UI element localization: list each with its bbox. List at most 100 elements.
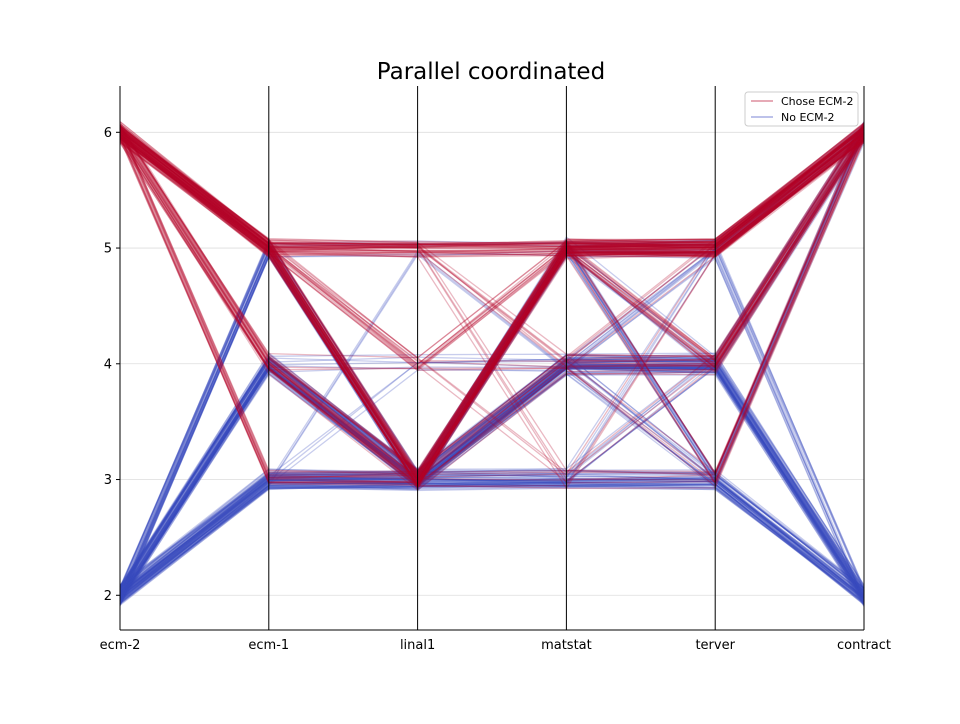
series-line xyxy=(119,245,865,593)
series-line xyxy=(119,137,865,487)
series-line xyxy=(119,249,865,601)
series-line xyxy=(119,130,865,483)
series-line xyxy=(119,364,865,603)
series-line xyxy=(119,136,865,488)
series-line xyxy=(119,124,865,479)
series-line xyxy=(119,132,865,596)
series-line xyxy=(119,126,865,472)
series-line xyxy=(119,123,865,246)
series-line xyxy=(119,132,865,486)
series-line xyxy=(119,137,865,372)
series-line xyxy=(119,137,865,485)
series-line xyxy=(119,360,865,597)
series-line xyxy=(119,365,865,602)
series-line xyxy=(119,367,865,606)
series-line xyxy=(119,363,865,595)
series-line xyxy=(119,362,865,596)
series-line xyxy=(119,128,865,478)
series-line xyxy=(119,481,865,605)
series-line xyxy=(119,132,865,251)
series-line xyxy=(119,134,865,487)
series-line xyxy=(119,132,865,480)
series-line xyxy=(119,239,865,589)
series-line xyxy=(119,359,865,595)
series-line xyxy=(119,238,865,592)
y-tick-label: 2 xyxy=(104,589,112,604)
series-line xyxy=(119,134,865,368)
series-line xyxy=(119,366,865,598)
series-line xyxy=(119,131,865,486)
series-line xyxy=(119,129,865,587)
series-line xyxy=(119,366,865,599)
series-line xyxy=(119,137,865,490)
series-line xyxy=(119,125,865,247)
series-line xyxy=(119,365,865,602)
series-line xyxy=(119,132,865,480)
series-line xyxy=(119,125,865,476)
series-line xyxy=(119,360,865,592)
series-line xyxy=(119,133,865,485)
series-line xyxy=(119,478,865,599)
series-line xyxy=(119,127,865,480)
series-line xyxy=(119,126,865,480)
series-line xyxy=(119,137,865,488)
series-line xyxy=(119,121,865,590)
series-line xyxy=(119,353,865,592)
series-line xyxy=(119,122,865,475)
series-line xyxy=(119,122,865,473)
series-line xyxy=(119,364,865,603)
series-line xyxy=(119,140,865,490)
series-line xyxy=(119,242,865,591)
series-line xyxy=(119,251,865,594)
y-ticks: 2 3 4 5 6 xyxy=(104,126,120,604)
y-tick-label: 3 xyxy=(104,473,112,488)
series-line xyxy=(119,125,865,475)
series-line xyxy=(119,362,865,601)
series-line xyxy=(119,369,865,605)
series-line xyxy=(119,124,865,473)
series-line xyxy=(119,253,865,599)
series-line xyxy=(119,129,865,248)
series-line xyxy=(119,134,865,481)
series-line xyxy=(119,137,865,600)
series-line xyxy=(119,134,865,600)
series-line xyxy=(119,242,865,589)
series-line xyxy=(119,133,865,598)
series-line xyxy=(119,471,865,595)
series-line xyxy=(119,128,865,481)
series-line xyxy=(119,365,865,605)
series-line xyxy=(119,367,865,604)
series-line xyxy=(119,250,865,600)
series-line xyxy=(119,123,865,476)
series-line xyxy=(119,353,865,589)
series-line xyxy=(119,139,865,258)
axes: ecm-2 ecm-1 linal1 matstat terver contract xyxy=(100,86,891,653)
series-line xyxy=(119,476,865,595)
series-line xyxy=(119,125,865,473)
series-line xyxy=(119,126,865,589)
series-line xyxy=(119,248,865,601)
series-line xyxy=(119,131,865,254)
series-line xyxy=(119,124,865,592)
series-line xyxy=(119,240,865,591)
series-line xyxy=(119,136,865,258)
series-line xyxy=(119,125,865,474)
series-line xyxy=(119,133,865,598)
series-line xyxy=(119,367,865,598)
series-line xyxy=(119,127,865,482)
series-line xyxy=(119,249,865,599)
series-line xyxy=(119,240,865,588)
series-line xyxy=(119,245,865,601)
series-line xyxy=(119,245,865,598)
series-line xyxy=(119,130,865,599)
series-line xyxy=(119,367,865,604)
series-line xyxy=(119,134,865,597)
series-line xyxy=(119,253,865,606)
series-line xyxy=(119,360,865,590)
series-line xyxy=(119,128,865,480)
series-line xyxy=(119,123,865,472)
series-line xyxy=(119,124,865,474)
series-line xyxy=(119,253,865,602)
series-line xyxy=(119,124,865,476)
series-line xyxy=(119,253,865,602)
